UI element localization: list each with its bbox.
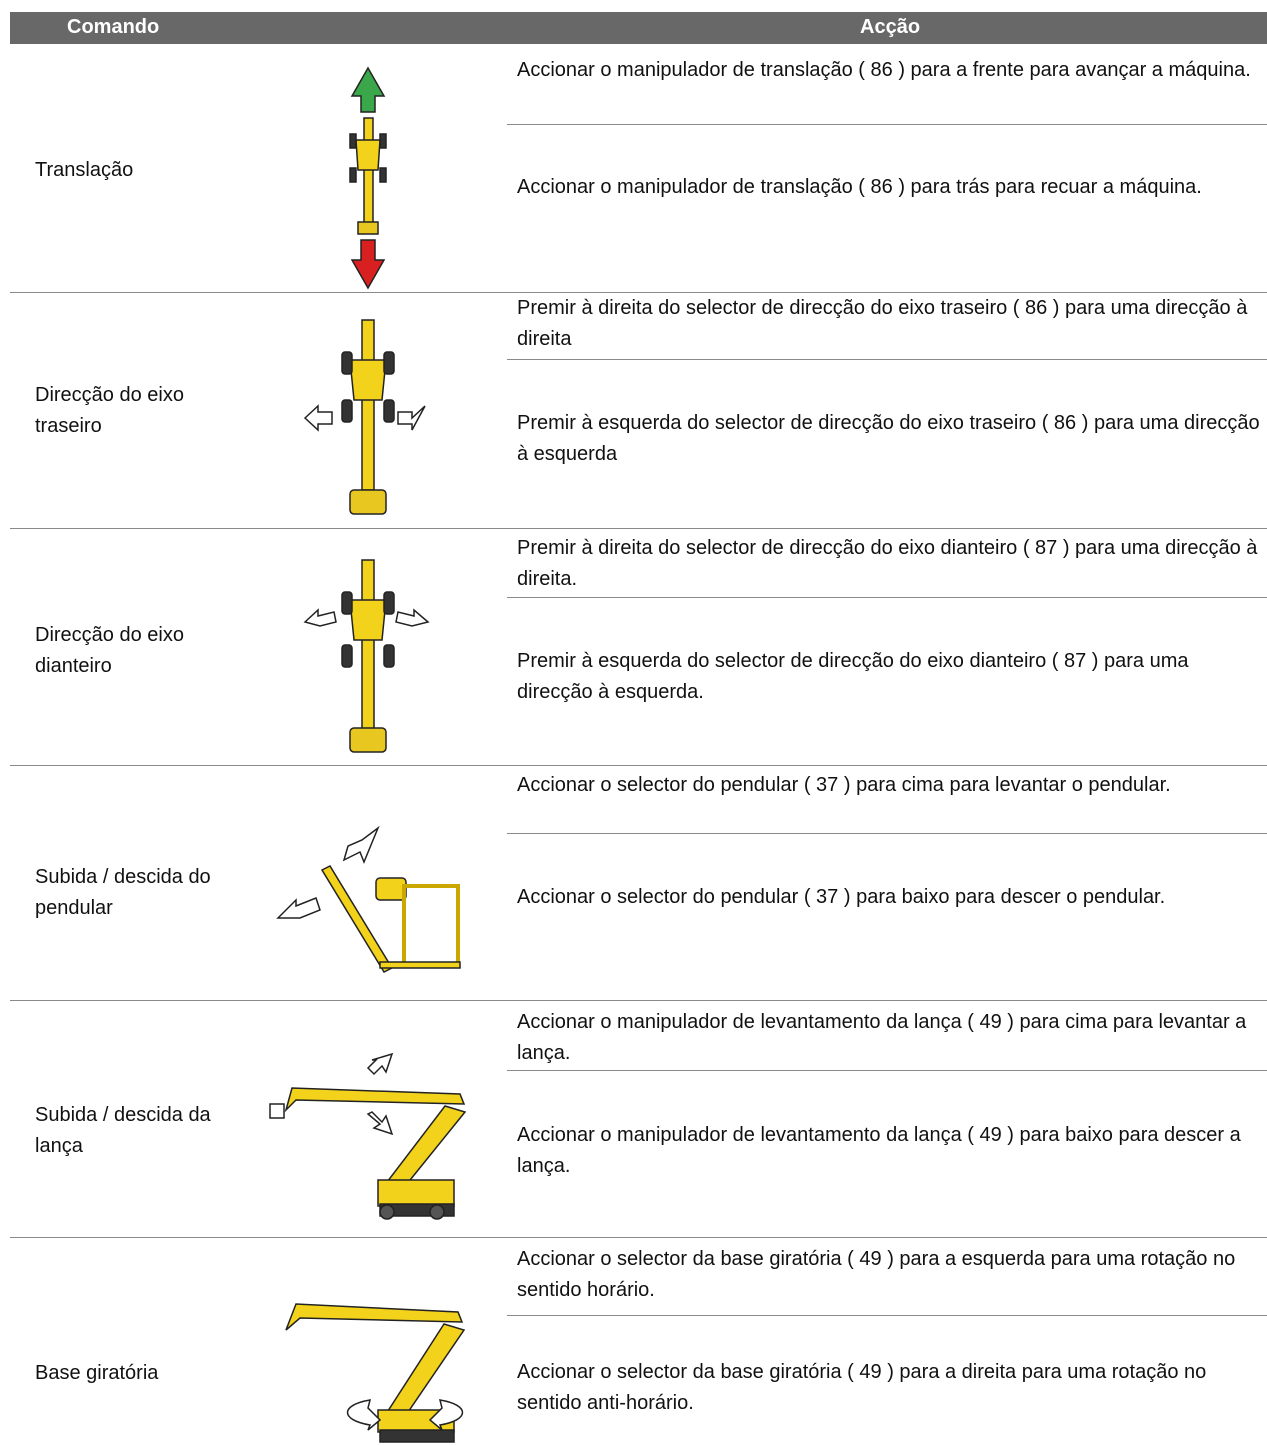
action-text: Accionar o selector da base giratória ( …: [517, 1361, 1207, 1414]
action-separator: [507, 597, 1267, 598]
action-separator: [507, 833, 1267, 834]
header-cell: Acção: [860, 16, 921, 38]
command-cell: Direcção do eixo dianteiro: [35, 624, 184, 677]
command-cell: Translação: [35, 159, 134, 181]
header-cell: Comando: [67, 16, 160, 38]
action-text: Premir à esquerda do selector de direcçã…: [517, 650, 1189, 703]
action-separator: [507, 359, 1267, 360]
action-separator: [507, 124, 1267, 125]
action-text: Accionar o manipulador de translação ( 8…: [517, 59, 1251, 81]
action-separator: [507, 1315, 1267, 1316]
row-separator: [10, 1000, 1267, 1001]
row-separator: [10, 765, 1267, 766]
command-cell: Subida / descida da lança: [35, 1104, 211, 1157]
action-text: Premir à direita do selector de direcção…: [517, 297, 1248, 350]
action-text: Accionar o manipulador de levantamento d…: [517, 1124, 1241, 1177]
action-text: Accionar o manipulador de levantamento d…: [517, 1011, 1247, 1064]
action-text: Accionar o selector do pendular ( 37 ) p…: [517, 774, 1171, 796]
action-text: Accionar o selector do pendular ( 37 ) p…: [517, 886, 1166, 908]
action-text: Premir à esquerda do selector de direcçã…: [517, 412, 1260, 465]
row-separator: [10, 292, 1267, 293]
action-text: Accionar o manipulador de translação ( 8…: [517, 176, 1202, 198]
action-text: Accionar o selector da base giratória ( …: [517, 1248, 1236, 1301]
command-cell: Subida / descida do pendular: [35, 866, 211, 919]
row-separator: [10, 528, 1267, 529]
table-header: Comando Acção: [10, 12, 1267, 44]
action-separator: [507, 1070, 1267, 1071]
action-text: Premir à direita do selector de direcção…: [517, 537, 1258, 590]
row-separator: [10, 1237, 1267, 1238]
command-cell: Base giratória: [35, 1362, 159, 1384]
command-cell: Direcção do eixo traseiro: [35, 384, 184, 437]
